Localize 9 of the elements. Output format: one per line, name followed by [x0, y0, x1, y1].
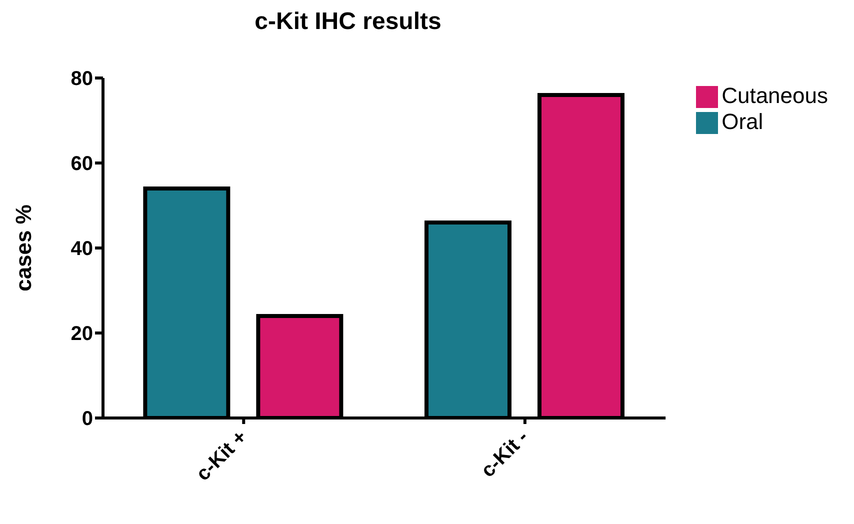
y-tick-label: 40 [70, 238, 93, 260]
legend-label: Oral [722, 109, 764, 134]
y-tick-label: 0 [82, 408, 93, 430]
y-tick-label: 60 [70, 153, 93, 176]
y-axis-title: cases % [10, 204, 36, 292]
y-tick-label: 20 [70, 323, 93, 346]
chart-title: c-Kit IHC results [254, 8, 442, 37]
y-tick-label: 80 [70, 68, 93, 90]
legend-label: Cutaneous [722, 83, 828, 108]
